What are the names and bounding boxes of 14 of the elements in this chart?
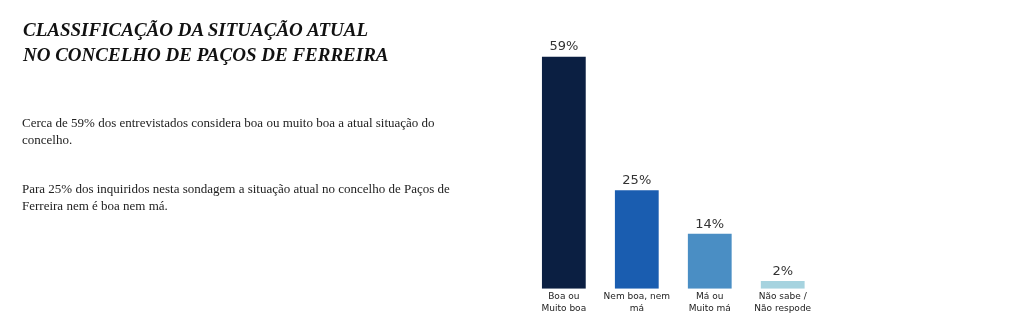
bar [687, 233, 732, 289]
data-label: 2% [772, 262, 794, 278]
x-tick-label: Má ou Muito má [688, 290, 731, 313]
data-label: 59% [549, 38, 579, 54]
bar [541, 56, 586, 289]
text: Para 25% dos inquiridos nesta sondagem a situação atual no concelho de Paços de Ferreira nem é boa nem má. [22, 181, 451, 213]
x-tick-label: Nem boa, nem má [603, 290, 670, 313]
data-label: 25% [622, 172, 652, 188]
text: CLASSIFICAÇÃO DA SITUAÇÃO ATUAL NO CONCELHO DE PAÇOS DE FERREIRA [22, 19, 389, 65]
bar [614, 190, 659, 289]
x-tick-label: Boa ou Muito boa [541, 290, 587, 313]
x-tick-label: Não sabe / Não respode [754, 290, 812, 313]
text: Cerca de 59% dos entrevistados considera boa ou muito boa a atual situação do concelho. [22, 115, 435, 147]
data-label: 14% [695, 215, 725, 231]
